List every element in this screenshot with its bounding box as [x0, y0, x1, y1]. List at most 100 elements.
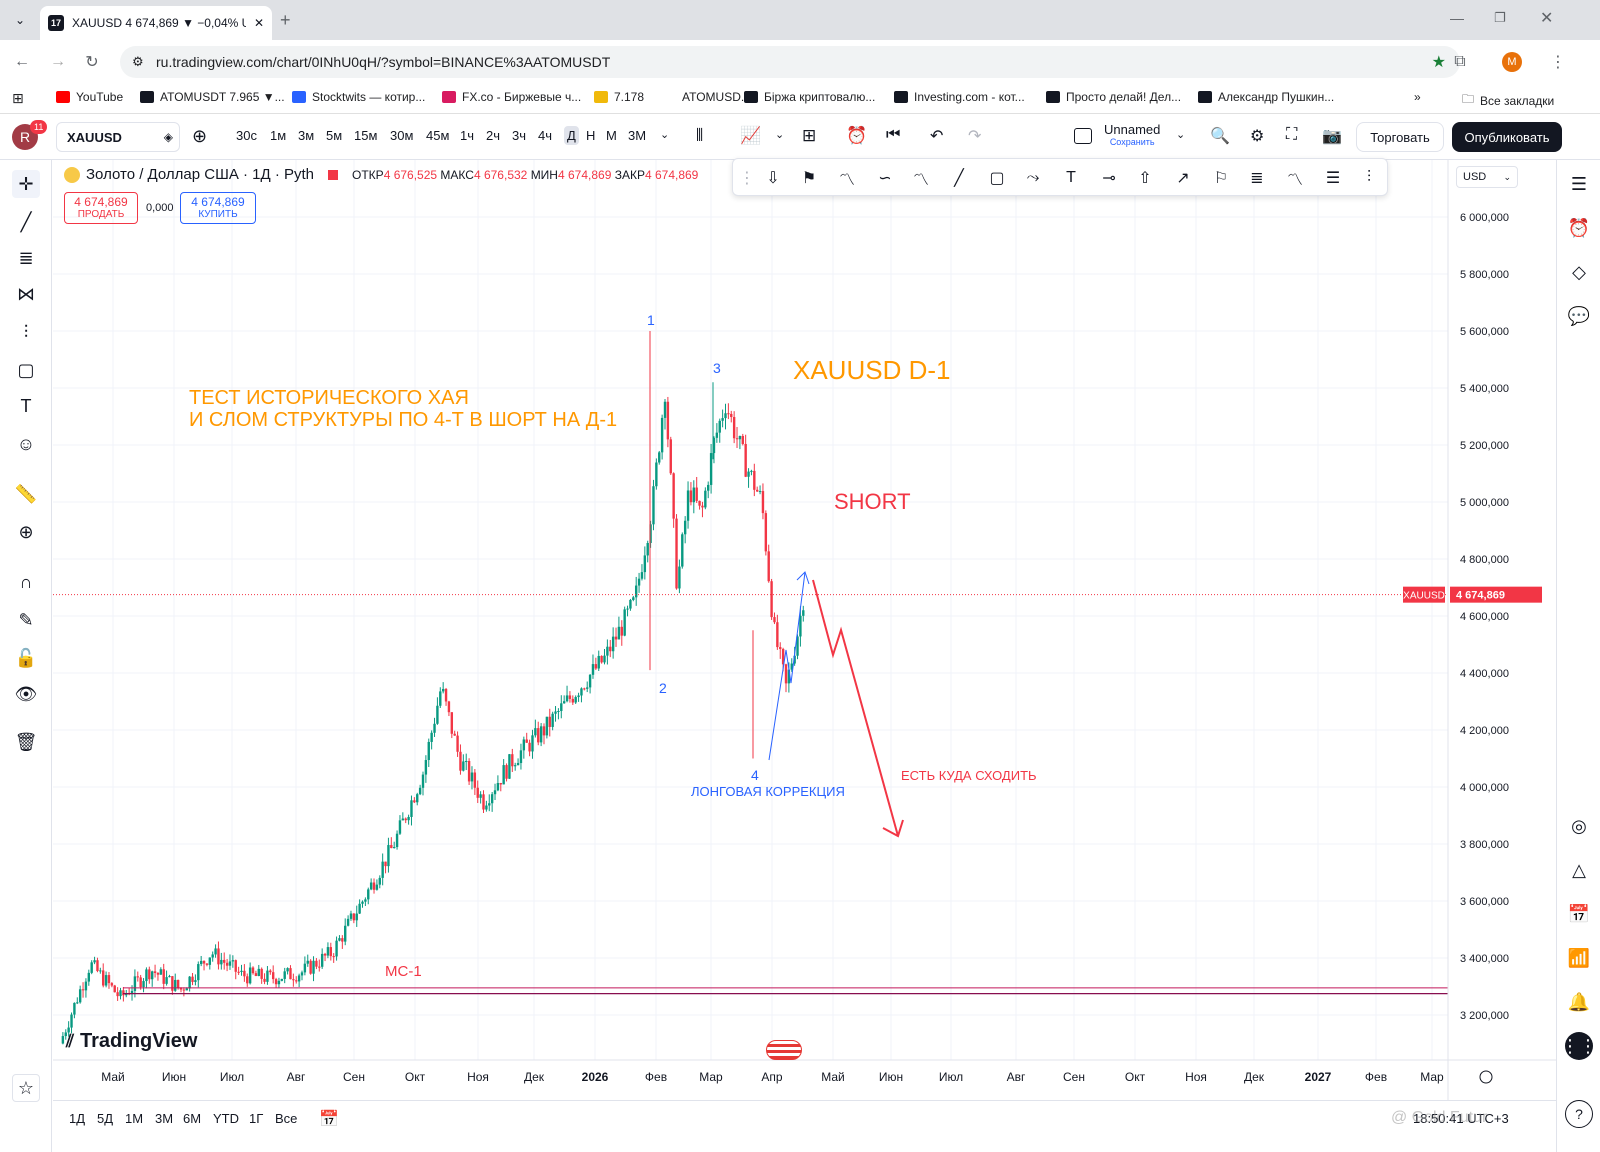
back-icon[interactable]: ← [14, 53, 30, 70]
zoom-icon[interactable]: ⊕ [18, 521, 34, 542]
timeframe-button[interactable]: Д [564, 126, 579, 145]
range-button[interactable]: Все [275, 1111, 298, 1126]
favorites-icon[interactable]: ☆ [12, 1074, 40, 1102]
horizontal-ray-icon[interactable]: ⊸ [1102, 170, 1116, 187]
timeframe-button[interactable]: 5м [326, 128, 343, 143]
range-button[interactable]: 1Д [69, 1111, 86, 1126]
notifications-bell-icon[interactable]: 🔔 [1567, 991, 1591, 1012]
bookmark-item[interactable]: 7.178 [594, 90, 644, 104]
elliott-impulse-icon[interactable]: 〽 [838, 172, 855, 189]
calendar-icon[interactable]: 📅 [1567, 903, 1591, 924]
chevron-down-icon[interactable]: ⌄ [775, 129, 785, 141]
bookmark-star-icon[interactable]: ★ [1431, 54, 1446, 71]
timeframe-button[interactable]: 15м [354, 128, 378, 143]
parallel-channel-icon[interactable]: ⫶ [1366, 169, 1371, 186]
help-icon[interactable]: ? [1565, 1100, 1593, 1128]
bookmark-item[interactable]: FX.co - Биржевые ч... [442, 90, 581, 104]
timeframe-dropdown-icon[interactable]: ⌄ [660, 129, 670, 141]
ideas-icon[interactable]: △ [1572, 859, 1586, 880]
drag-handle-icon[interactable]: ⋮ [739, 170, 755, 187]
arrow-up-icon[interactable]: ⇧ [1138, 170, 1152, 187]
chat-icon[interactable]: 💬 [1567, 305, 1591, 326]
quick-search-icon[interactable]: 🔍 [1210, 128, 1230, 145]
timeframe-button[interactable]: 1м [270, 128, 287, 143]
position-icon[interactable]: ≣ [1250, 170, 1264, 187]
apps-grid-icon[interactable]: ⋮⋮ [1561, 1032, 1597, 1060]
bookmark-item[interactable]: Investing.com - кот... [894, 90, 1025, 104]
lock-icon[interactable]: 🔓 [14, 647, 38, 668]
apps-icon[interactable]: ⊞ [12, 90, 24, 106]
range-button[interactable]: 6М [183, 1111, 202, 1126]
prediction-icon[interactable]: ⫶ [23, 321, 29, 342]
watchlist-icon[interactable]: ☰ [1570, 173, 1588, 194]
camera-icon[interactable]: 📷 [1322, 128, 1342, 145]
bookmark-item[interactable]: Александр Пушкин... [1198, 90, 1334, 104]
magnet-icon[interactable]: ∩ [19, 571, 33, 592]
bookmark-item[interactable]: YouTube [56, 90, 123, 104]
bookmark-item[interactable]: ATOMUSD... [662, 90, 751, 104]
new-tab-button[interactable]: + [280, 10, 291, 30]
templates-icon[interactable]: ⊞ [802, 126, 817, 145]
layers-icon[interactable]: ◇ [1572, 261, 1586, 282]
shapes-icon[interactable]: ▢ [17, 359, 35, 380]
timeframe-button[interactable]: М [606, 128, 617, 143]
range-button[interactable]: 1М [125, 1111, 144, 1126]
ruler-icon[interactable]: 📏 [14, 483, 38, 504]
indicators-icon[interactable]: 📈 [740, 126, 762, 145]
currency-select[interactable]: USD ⌄ [1456, 166, 1518, 188]
chevron-down-icon[interactable]: ⌄ [1176, 129, 1186, 141]
crosshair-icon[interactable]: ✛ [12, 170, 40, 198]
line-icon[interactable]: ╱ [954, 170, 964, 187]
fullscreen-icon[interactable]: ⛶ [1286, 126, 1298, 143]
bookmark-item[interactable]: Stocktwits — котир... [292, 90, 425, 104]
reload-icon[interactable]: ↻ [85, 54, 99, 71]
timeframe-button[interactable]: 1ч [460, 128, 475, 143]
settings-icon[interactable]: ⚙ [1250, 128, 1265, 145]
timeframe-button[interactable]: 2ч [486, 128, 501, 143]
timeframe-button[interactable]: 4ч [538, 128, 553, 143]
timeframe-button[interactable]: 45м [426, 128, 450, 143]
replay-icon[interactable]: ⏮ [886, 126, 901, 143]
flag-mark-icon[interactable]: ⚑ [801, 170, 817, 187]
layout-box-icon[interactable] [1074, 128, 1092, 144]
minimize-button[interactable]: — [1450, 10, 1464, 26]
legend-symbol-name[interactable]: Золото / Доллар США · 1Д · Pyth [86, 166, 315, 183]
redo-icon[interactable]: ↷ [968, 128, 982, 145]
elliott-wxyz-icon[interactable]: 〽 [912, 172, 929, 189]
date-range-icon[interactable]: 📅 [319, 1111, 339, 1128]
forward-icon[interactable]: → [50, 53, 66, 70]
candle-type-icon[interactable]: ⫴ [696, 126, 704, 145]
compare-add-icon[interactable]: ⊕ [192, 126, 208, 146]
dashboard-icon[interactable]: ◎ [1571, 815, 1587, 836]
bookmark-item[interactable]: ATOMUSDT 7.965 ▼... [140, 90, 285, 104]
flag-icon[interactable]: ⚐ [1213, 170, 1229, 187]
us-flag-icon[interactable] [766, 1040, 802, 1060]
text-icon[interactable]: T [20, 395, 32, 416]
publish-button[interactable]: Опубликовать [1452, 122, 1562, 152]
extensions-icon[interactable]: ⧉ [1454, 53, 1466, 70]
draw-mode-icon[interactable]: ✎ [18, 609, 34, 630]
trash-icon[interactable]: 🗑 [14, 731, 38, 752]
tradingview-logo[interactable]: ⫽ TradingView [66, 1030, 197, 1053]
timeframe-button[interactable]: 30м [390, 128, 414, 143]
text-icon[interactable]: T [1066, 169, 1076, 186]
range-button[interactable]: 1Г [249, 1111, 264, 1126]
timeframe-button[interactable]: 30с [236, 128, 257, 143]
all-bookmarks[interactable]: 🗀 Все закладки [1462, 90, 1554, 111]
flag-icon[interactable] [328, 169, 339, 180]
broadcast-icon[interactable]: 📶 [1567, 947, 1591, 968]
arrow-down-icon[interactable]: ⇩ [766, 170, 780, 187]
arrow-icon[interactable]: ↗ [1176, 170, 1190, 187]
tab-search-button[interactable]: ⌄ [14, 13, 26, 27]
rectangle-icon[interactable]: ▢ [989, 170, 1005, 187]
range-button[interactable]: 5Д [97, 1111, 114, 1126]
eye-icon[interactable]: 👁 [14, 683, 38, 704]
symbol-search-input[interactable]: XAUUSD ◈ [56, 122, 180, 152]
alerts-clock-icon[interactable]: ⏰ [1567, 217, 1591, 238]
trendline-icon[interactable]: ╱ [20, 211, 32, 232]
timeframe-button[interactable]: Н [586, 128, 596, 143]
fib-icon[interactable]: ≣ [18, 247, 34, 268]
browser-tab[interactable]: 17 XAUUSD 4 674,869 ▼ −0,04% U ✕ [40, 6, 272, 40]
bookmark-item[interactable]: Біржа криптовалю... [744, 90, 875, 104]
